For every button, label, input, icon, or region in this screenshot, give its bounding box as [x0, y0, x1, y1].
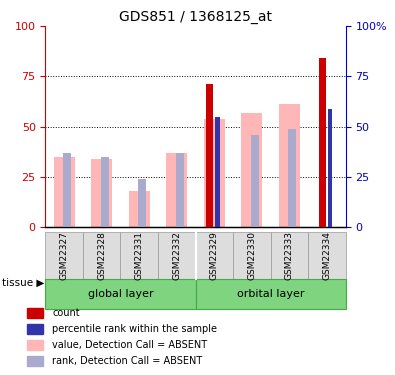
Bar: [138, 179, 147, 227]
Bar: [271, 232, 308, 279]
Text: value, Detection Call = ABSENT: value, Detection Call = ABSENT: [53, 340, 208, 350]
Bar: [319, 58, 326, 227]
Bar: [204, 118, 225, 227]
Text: GSM22331: GSM22331: [135, 231, 144, 280]
Bar: [158, 232, 196, 279]
Text: GSM22327: GSM22327: [60, 231, 69, 280]
Bar: [27, 356, 43, 366]
Text: GSM22328: GSM22328: [97, 231, 106, 280]
Text: GSM22329: GSM22329: [210, 231, 219, 280]
Bar: [308, 232, 346, 279]
Title: GDS851 / 1368125_at: GDS851 / 1368125_at: [119, 10, 272, 24]
Text: global layer: global layer: [88, 289, 153, 299]
Bar: [233, 232, 271, 279]
Text: GSM22330: GSM22330: [247, 231, 256, 280]
Bar: [63, 153, 71, 227]
Bar: [101, 157, 109, 227]
Bar: [196, 279, 346, 309]
Bar: [27, 324, 43, 334]
Bar: [129, 191, 150, 227]
Bar: [166, 153, 187, 227]
Text: tissue ▶: tissue ▶: [2, 278, 44, 288]
Bar: [207, 84, 213, 227]
Text: orbital layer: orbital layer: [237, 289, 304, 299]
Bar: [251, 135, 259, 227]
Bar: [45, 232, 83, 279]
Bar: [288, 129, 297, 227]
Bar: [45, 279, 196, 309]
Text: count: count: [53, 308, 80, 318]
Bar: [120, 232, 158, 279]
Bar: [241, 112, 262, 227]
Bar: [54, 157, 75, 227]
Bar: [196, 232, 233, 279]
Bar: [279, 105, 300, 227]
Bar: [327, 108, 332, 227]
Text: percentile rank within the sample: percentile rank within the sample: [53, 324, 218, 334]
Bar: [176, 153, 184, 227]
Text: rank, Detection Call = ABSENT: rank, Detection Call = ABSENT: [53, 356, 203, 366]
Bar: [83, 232, 120, 279]
Text: GSM22332: GSM22332: [172, 231, 181, 280]
Bar: [27, 308, 43, 318]
Text: GSM22334: GSM22334: [322, 231, 331, 280]
Text: GSM22333: GSM22333: [285, 231, 294, 280]
Bar: [215, 117, 220, 227]
Bar: [27, 340, 43, 350]
Bar: [91, 159, 112, 227]
